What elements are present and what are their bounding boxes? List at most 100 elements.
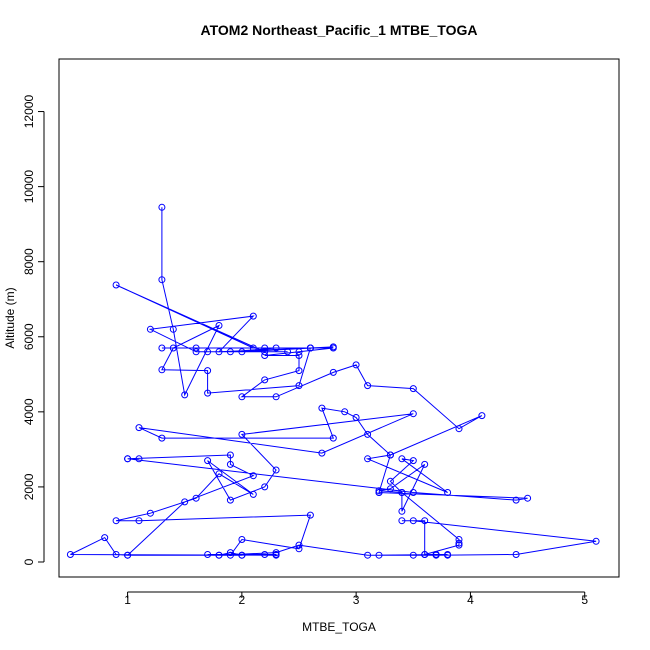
data-point [364,551,372,559]
data-point [146,325,154,333]
y-tick-label: 12000 [22,95,36,129]
x-tick-label: 3 [353,593,360,607]
data-point [375,551,383,559]
data-point [181,391,189,399]
data-point [226,551,234,559]
data-point [272,393,280,401]
data-point [295,545,303,553]
data-point [284,348,292,356]
x-tick-label: 2 [239,593,246,607]
data-point [112,517,120,525]
data-point [261,352,269,359]
data-point [409,410,417,418]
x-axis: 1 2 3 4 5 [124,591,588,607]
x-axis-label: MTBE_TOGA [302,620,376,634]
data-point [318,449,326,457]
data-point [169,325,177,333]
data-point [158,344,166,352]
data-point [204,367,212,375]
data-point [261,551,269,558]
data-point [295,348,303,356]
data-point [295,367,303,375]
data-point [112,281,120,289]
data-point [226,496,234,504]
data-point [261,483,269,491]
chart-title: ATOM2 Northeast_Pacific_1 MTBE_TOGA [201,22,478,38]
data-point [512,496,520,504]
data-point [295,541,303,549]
data-point [272,344,280,352]
data-point [409,457,417,465]
data-point [386,451,394,459]
y-axis: 0 2000 4000 6000 8000 10000 12000 [22,95,45,565]
data-point [158,366,166,374]
data-point [478,412,486,420]
data-point [409,551,417,559]
data-point [249,472,257,480]
data-point [226,348,234,356]
data-point [409,489,417,496]
data-point [421,517,429,525]
data-point [204,551,212,558]
data-point [272,549,280,557]
x-tick-label: 1 [124,593,131,607]
data-point [238,430,246,438]
x-tick-label: 5 [581,593,588,607]
data-point [169,344,177,352]
data-point [295,382,303,390]
data-point [158,203,166,211]
data-point [455,425,463,433]
data-point [238,393,246,401]
data-point [192,348,200,356]
data-point [398,455,406,463]
data-point [455,539,463,547]
data-point [421,551,429,558]
data-point [329,434,337,442]
y-tick-label: 10000 [22,170,36,204]
data-point [158,434,166,442]
series-layer [66,203,600,559]
data-point [204,389,212,397]
data-point [341,408,349,416]
data-point [226,460,234,468]
data-point [364,430,372,438]
data-point [432,551,440,558]
data-point [409,385,417,393]
plot-frame [58,58,620,578]
data-point [352,414,360,421]
data-point [215,470,223,478]
data-point [455,541,463,549]
data-point [306,511,314,519]
data-point [181,498,189,506]
data-point [306,344,314,352]
data-point [192,494,200,502]
data-point [124,455,132,463]
data-point [272,551,280,559]
data-point [124,551,132,559]
data-point [421,460,429,468]
y-tick-label: 6000 [22,323,36,350]
data-point [204,457,212,465]
data-point [135,517,143,525]
data-point [386,477,394,485]
data-point [204,348,212,356]
data-point [386,485,394,493]
data-point [238,536,246,543]
data-point [215,551,223,559]
data-point [318,404,326,412]
data-point [158,276,166,284]
data-point [249,344,257,352]
data-point [364,455,372,463]
y-tick-label: 4000 [22,398,36,425]
data-point [249,490,257,498]
data-point [398,489,406,496]
data-point [444,551,452,559]
data-point [135,424,143,432]
data-point [146,509,154,517]
data-point [226,549,234,557]
data-point [112,551,120,558]
data-point [272,466,280,474]
data-point [592,537,600,545]
